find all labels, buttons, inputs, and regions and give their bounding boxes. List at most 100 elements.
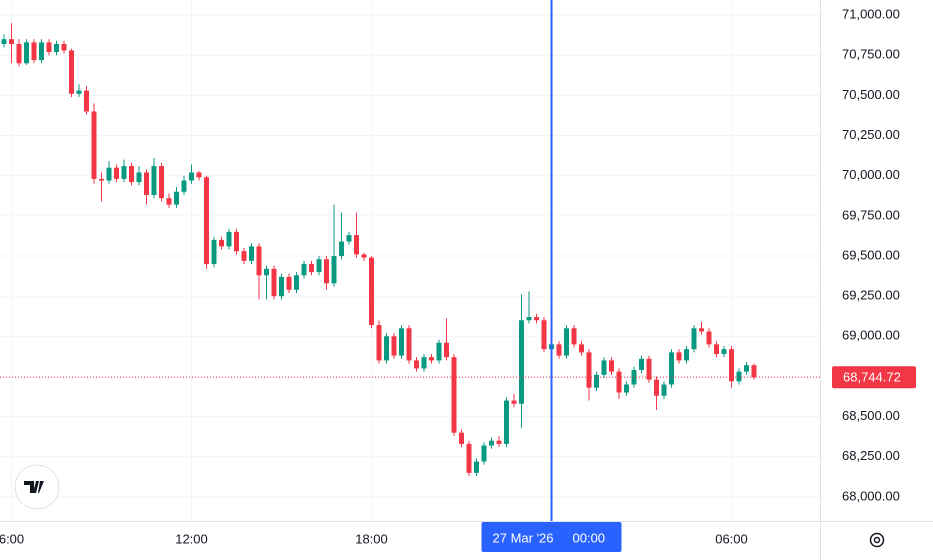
candle-body [609,360,614,372]
candle-body [564,328,569,356]
candle-body [481,445,487,462]
y-tick-label: 69,500.00 [842,247,900,262]
candle-body [54,44,59,53]
y-tick-label: 69,000.00 [842,328,900,343]
candle-body [9,39,14,45]
candle-body [144,172,149,195]
candle-body [151,166,157,195]
candle-body [556,344,562,356]
candle-body [519,320,524,404]
last-price-box [832,366,916,389]
candle-body [369,257,374,326]
candle-body [39,42,44,61]
candle-body [166,198,172,205]
candle-body [346,235,352,242]
candle-body [211,239,217,265]
candle-body [444,342,449,358]
candle-body [121,166,127,179]
candle-body [384,336,389,361]
y-tick-label: 70,750.00 [842,47,900,62]
candle-body [339,241,344,257]
candle-body [99,178,104,181]
logo[interactable] [14,464,60,510]
candle-body [309,264,314,273]
candle-body [24,42,29,64]
candle-body [264,268,269,276]
candle-body [429,357,434,361]
candle-body [624,384,629,393]
candle-body [654,379,659,396]
candle-body [61,44,67,51]
candle-body [301,264,307,276]
candle-body [744,365,749,372]
candle-body [526,317,532,321]
candle-body [646,358,652,380]
candle-body [31,42,37,61]
candle-body [459,432,464,444]
crosshair-time: 00:00 [573,530,606,545]
candle-body [226,231,232,247]
candle-body [324,259,329,284]
candle-body [399,328,404,356]
candle-body [736,371,742,382]
candle-body [106,167,112,181]
candle-body [46,42,52,53]
settings-button[interactable] [869,532,885,548]
candle-body [496,440,502,444]
candle-body [451,357,457,433]
crosshair-label-box [481,522,622,552]
candle-body [196,172,202,178]
candle-body [376,325,382,361]
candle-body [174,191,179,205]
candle-body [601,360,607,375]
candle-body [571,328,577,345]
x-tick-label: 06:00 [715,531,748,546]
x-tick-label: 6:00 [0,531,24,546]
candle-body [241,251,247,261]
candle-body [751,365,757,378]
candle-body [189,172,194,181]
candle-body [361,254,367,258]
candle-body [256,246,262,276]
y-tick-label: 70,250.00 [842,127,900,142]
candle-body [234,231,239,252]
candle-body [354,235,359,255]
last-price-label: 68,744.72 [843,370,901,385]
candle-body [586,352,592,388]
candle-body [714,344,719,354]
y-tick-label: 68,500.00 [842,408,900,423]
candle-body [639,358,644,371]
candle-body [84,90,89,112]
candle-body [91,111,97,179]
candle-body [691,328,697,350]
y-tick-label: 68,000.00 [842,488,900,503]
candle-body [661,384,667,396]
candle-body [286,276,292,290]
candle-body [76,90,82,94]
x-tick-label: 12:00 [175,531,208,546]
y-tick-label: 69,250.00 [842,288,900,303]
candle-body [706,331,712,345]
candle-body [279,276,284,297]
candle-body [136,172,142,183]
candle-body [16,44,22,64]
candle-body [676,352,682,361]
y-tick-label: 70,500.00 [842,87,900,102]
candle-body [406,328,412,361]
candle-body [204,177,209,265]
candle-body [1,39,7,45]
candle-body [466,443,472,473]
y-tick-label: 71,000.00 [842,7,900,22]
candle-body [159,166,164,199]
candle-body [504,400,509,444]
candle-body [489,440,494,446]
x-tick-label: 18:00 [355,531,388,546]
candle-body [181,180,187,192]
candle-body [721,349,727,354]
candle-body [579,344,584,353]
candle-body [541,320,547,350]
candle-body [294,275,299,290]
candle-body [684,349,689,361]
candle-body [271,268,277,297]
